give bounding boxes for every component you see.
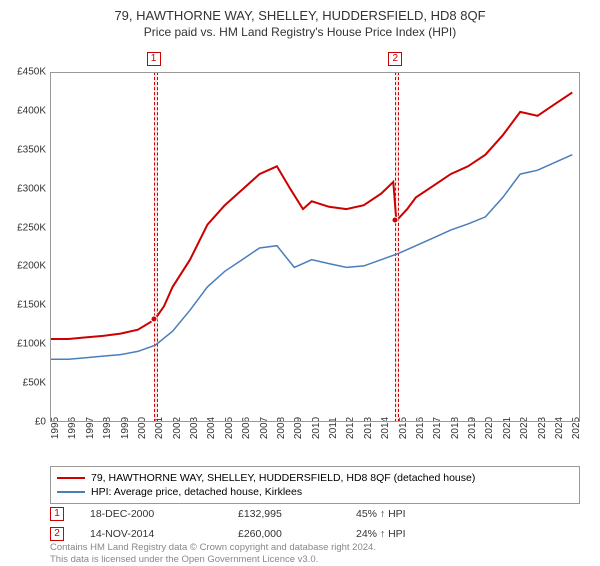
y-tick-label: £450K [17, 67, 46, 78]
footer-attribution: Contains HM Land Registry data © Crown c… [50, 542, 580, 566]
footer-line1: Contains HM Land Registry data © Crown c… [50, 542, 580, 554]
y-tick-label: £400K [17, 105, 46, 116]
legend-swatch [57, 477, 85, 479]
sale-index: 1 [50, 507, 64, 521]
y-tick-label: £200K [17, 261, 46, 272]
sale-point [392, 216, 399, 223]
sale-diff: 24% ↑ HPI [356, 528, 466, 540]
sale-diff: 45% ↑ HPI [356, 508, 466, 520]
sale-date: 14-NOV-2014 [90, 528, 230, 540]
y-tick-label: £250K [17, 222, 46, 233]
chart-subtitle: Price paid vs. HM Land Registry's House … [0, 23, 600, 43]
chart-title: 79, HAWTHORNE WAY, SHELLEY, HUDDERSFIELD… [0, 0, 600, 23]
series-hpi [51, 155, 572, 360]
legend-label: 79, HAWTHORNE WAY, SHELLEY, HUDDERSFIELD… [91, 472, 475, 484]
sales-table: 1 18-DEC-2000 £132,995 45% ↑ HPI 2 14-NOV-201… [50, 504, 580, 544]
chart-area: £0£50K£100K£150K£200K£250K£300K£350K£400… [50, 72, 580, 422]
sale-row: 2 14-NOV-2014 £260,000 24% ↑ HPI [50, 524, 580, 544]
legend-row: HPI: Average price, detached house, Kirk… [57, 485, 573, 499]
legend: 79, HAWTHORNE WAY, SHELLEY, HUDDERSFIELD… [50, 466, 580, 504]
y-tick-label: £0 [35, 417, 46, 428]
y-tick-label: £100K [17, 339, 46, 350]
y-tick-label: £150K [17, 300, 46, 311]
series-property [51, 92, 572, 339]
legend-row: 79, HAWTHORNE WAY, SHELLEY, HUDDERSFIELD… [57, 471, 573, 485]
y-tick-label: £50K [23, 378, 46, 389]
sale-date: 18-DEC-2000 [90, 508, 230, 520]
sale-price: £132,995 [238, 508, 348, 520]
y-tick-label: £350K [17, 144, 46, 155]
sale-marker: 2 [388, 52, 402, 66]
y-tick-label: £300K [17, 183, 46, 194]
sale-price: £260,000 [238, 528, 348, 540]
sale-row: 1 18-DEC-2000 £132,995 45% ↑ HPI [50, 504, 580, 524]
sale-index: 2 [50, 527, 64, 541]
legend-label: HPI: Average price, detached house, Kirk… [91, 486, 302, 498]
legend-swatch [57, 491, 85, 493]
sale-marker: 1 [147, 52, 161, 66]
sale-point [150, 315, 157, 322]
plot-svg [51, 73, 581, 423]
plot-border [50, 72, 580, 422]
